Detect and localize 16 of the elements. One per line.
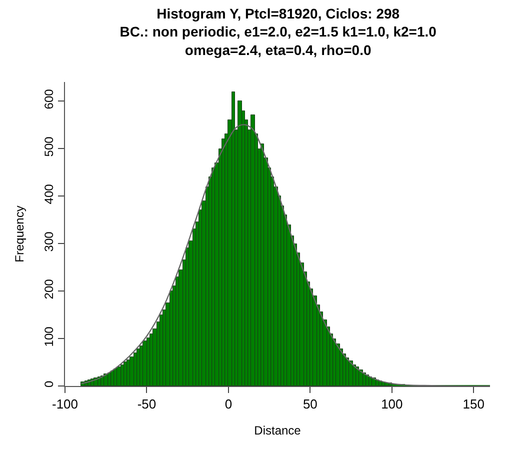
- y-tick-label: 300: [42, 231, 56, 252]
- y-tick-label: 500: [42, 136, 56, 157]
- x-tick-label: -100: [52, 396, 78, 412]
- y-axis-title: Frequency: [12, 206, 26, 262]
- x-tick-label: 150: [462, 396, 484, 412]
- x-tick-label: 0: [224, 396, 232, 412]
- x-tick-label: -50: [137, 396, 156, 412]
- y-tick-label: 200: [42, 278, 56, 300]
- y-tick-label: 100: [42, 326, 56, 347]
- chart-title: Histogram Y, Ptcl=81920, Ciclos: 298 BC.: non periodic, e1=2.0, e2=1.5 k1=1.0, k2=1.0 omega=2.4, eta=0.4, rho=0.0: [120, 5, 437, 58]
- x-tick-label: 100: [381, 396, 403, 412]
- x-tick-label: 50: [302, 396, 318, 412]
- x-axis-title: Distance: [254, 424, 302, 438]
- y-tick-label: 0: [42, 380, 56, 388]
- y-tick-label: 400: [42, 184, 56, 204]
- y-tick-label: 600: [42, 88, 56, 110]
